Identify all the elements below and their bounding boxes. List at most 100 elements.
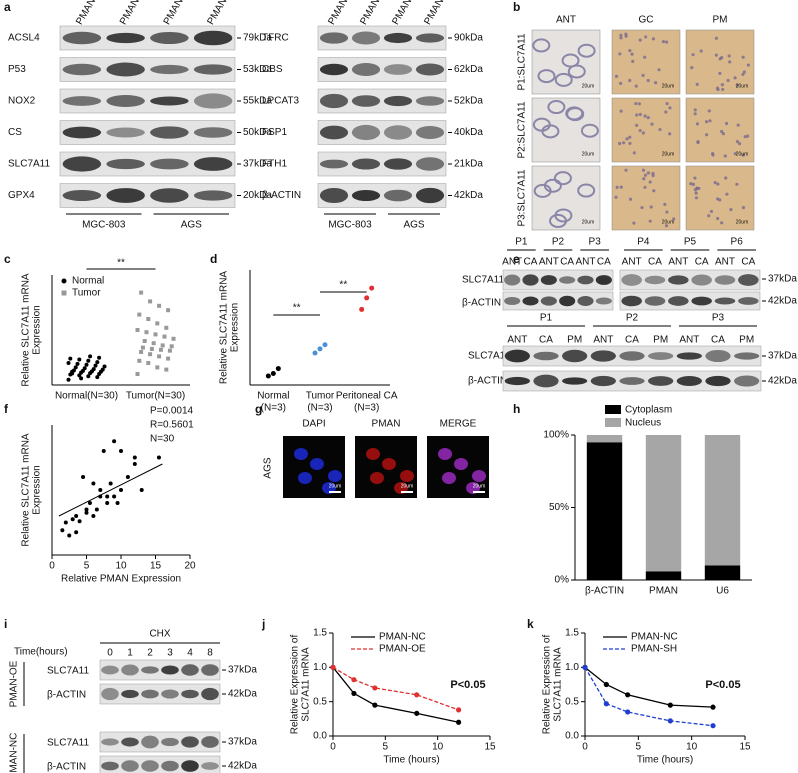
gland	[533, 183, 552, 198]
size-label: 37kDa	[243, 159, 272, 170]
size-label: 20kDa	[243, 190, 272, 201]
nucleus	[643, 55, 647, 59]
point	[68, 356, 73, 361]
point	[456, 707, 462, 713]
lane-label: ANT	[593, 335, 613, 346]
point	[330, 664, 336, 670]
cell	[328, 470, 342, 482]
gland	[566, 107, 585, 122]
protein-label: SLC7A11	[47, 666, 90, 677]
group-label: PMAN-OE	[9, 660, 20, 707]
lane-label: PMAN-NC	[390, 0, 423, 27]
nucleus	[628, 135, 632, 139]
patient-label: P2	[626, 313, 639, 324]
blot-band	[193, 157, 233, 171]
lane-label: ANT	[576, 257, 596, 268]
blot-band	[504, 349, 530, 363]
point	[166, 356, 171, 361]
point	[112, 494, 117, 499]
point	[91, 367, 96, 372]
point	[94, 507, 99, 512]
point	[137, 312, 142, 317]
cell	[370, 472, 384, 484]
blot-band	[150, 96, 189, 106]
protein-label: β-ACTIN	[262, 190, 301, 201]
point	[142, 339, 147, 343]
blot-band	[319, 32, 349, 44]
nucleus	[714, 53, 718, 57]
annotation: P<0.05	[450, 679, 485, 691]
nucleus	[658, 127, 662, 132]
size-label: 53kDa	[243, 64, 272, 75]
y-axis-label: Relative Expression of	[290, 635, 301, 735]
point	[135, 372, 140, 376]
point	[317, 346, 323, 352]
lane-label: CA	[711, 335, 725, 346]
protein-label: GPX4	[8, 190, 35, 201]
blot-band	[415, 157, 445, 171]
nucleus	[628, 197, 633, 201]
nucleus	[661, 40, 666, 44]
protein-label: SLC7A11	[47, 738, 90, 749]
time-tick: 8	[207, 648, 213, 659]
significance: **	[117, 258, 125, 269]
nucleus	[624, 168, 628, 172]
point	[158, 347, 163, 352]
nucleus	[638, 38, 642, 42]
x-tick-label: U6	[716, 586, 729, 597]
gland	[580, 123, 599, 138]
x-tick-label: Normal(N=30)	[55, 391, 118, 402]
protein-label: β-ACTIN	[468, 376, 507, 387]
nucleus	[648, 180, 652, 184]
x-tick-note: (N=3)	[261, 403, 286, 414]
blot-band	[121, 664, 139, 676]
nucleus	[668, 132, 672, 136]
point	[112, 439, 117, 444]
blot-band	[595, 297, 612, 305]
row-label: AGS	[263, 457, 274, 478]
scale-label: 20um	[473, 483, 486, 489]
legend-label: PMAN-NC	[631, 632, 678, 643]
point	[625, 692, 631, 698]
blot-band	[150, 158, 189, 170]
nucleus	[619, 109, 623, 113]
x-tick-label: PMAN	[649, 586, 678, 597]
point	[146, 361, 151, 365]
scale-label: 20um	[736, 83, 749, 89]
nucleus	[696, 140, 700, 144]
point	[61, 290, 67, 296]
point	[115, 501, 120, 505]
y-tick-label: 1.0	[565, 662, 579, 673]
blot-band	[193, 30, 233, 46]
blot-band	[181, 689, 199, 699]
nucleus	[689, 182, 693, 186]
nucleus	[646, 78, 650, 83]
nucleus	[704, 133, 709, 137]
nucleus	[693, 108, 697, 112]
blot-band	[415, 33, 445, 43]
scale-label: 20um	[662, 83, 675, 89]
legend-swatch	[605, 405, 621, 414]
annotation: P<0.05	[705, 679, 740, 691]
nucleus	[628, 48, 632, 53]
gland	[553, 171, 572, 186]
y-tick-label: 1.5	[565, 628, 579, 639]
size-label: 52kDa	[454, 96, 483, 107]
blot-band	[738, 297, 759, 305]
column-label: ANT	[556, 15, 576, 26]
point	[132, 455, 137, 460]
size-label: 90kDa	[454, 33, 483, 44]
nucleus	[741, 55, 745, 59]
point	[73, 365, 78, 370]
y-axis-label: Relative SLC7A11 mRNA	[219, 271, 230, 385]
nucleus	[665, 210, 669, 214]
blot-band	[533, 351, 559, 361]
ihc-image	[685, 97, 755, 163]
nucleus	[713, 180, 717, 185]
blot-strip	[619, 269, 761, 291]
y-axis-label: Relative SLC7A11 mRNA	[21, 273, 32, 387]
blot-band	[351, 189, 381, 202]
blot-band	[181, 736, 199, 748]
lane-label: ANT	[715, 257, 735, 268]
